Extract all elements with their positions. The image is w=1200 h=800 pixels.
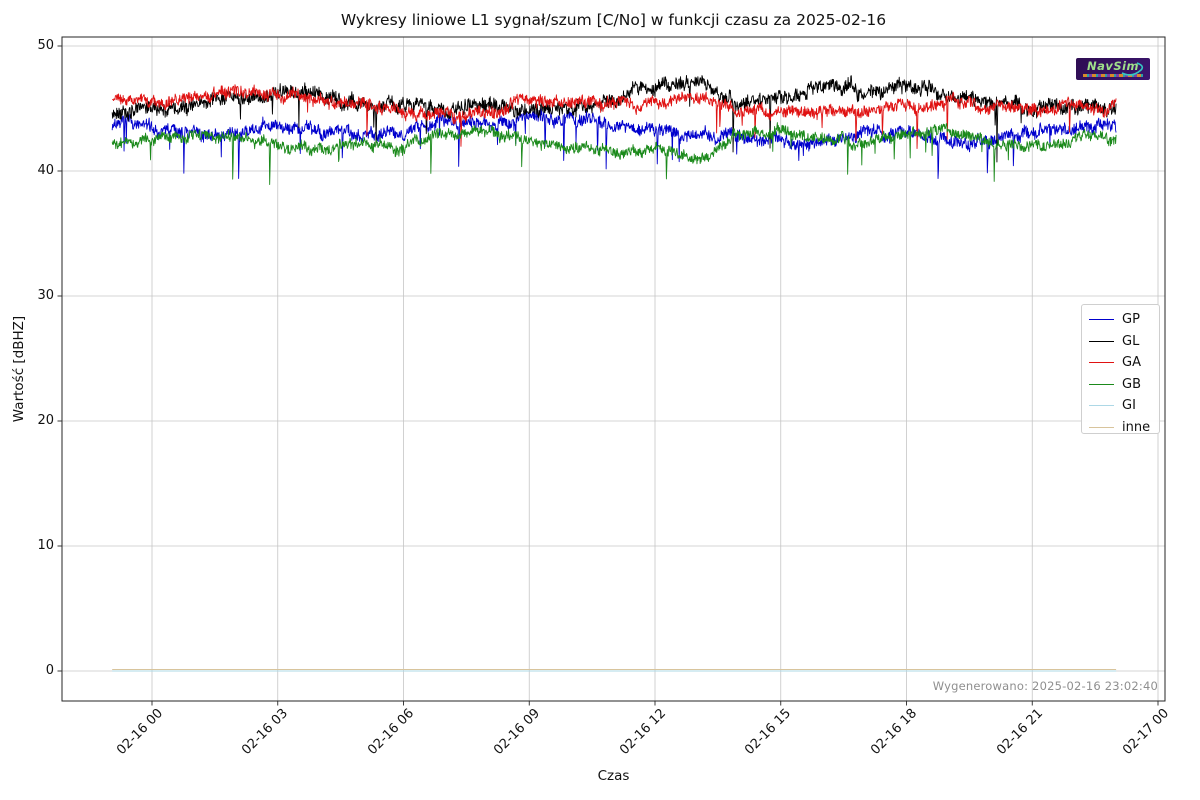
x-axis-label: Czas [597,768,630,784]
legend: GP GL GA GB GI inne [1081,304,1160,434]
legend-label: GA [1122,355,1141,371]
legend-line-swatch [1089,405,1114,407]
y-tick-label: 10 [37,538,54,553]
watermark-logo: NavSim [1076,58,1150,80]
y-tick-label: 50 [37,38,54,53]
legend-item-inne: inne [1089,417,1159,439]
legend-item-GA: GA [1089,352,1159,374]
y-tick-label: 0 [45,663,54,678]
legend-label: GL [1122,333,1140,349]
legend-label: GB [1122,376,1141,392]
watermark-tagline-strip [1083,74,1143,77]
legend-label: inne [1122,419,1151,435]
legend-line-swatch [1089,319,1114,321]
watermark-swoosh-icon [1121,62,1144,76]
legend-item-GL: GL [1089,331,1159,353]
y-tick-label: 20 [37,413,54,428]
watermark-brand-text: NavSim [1086,59,1140,73]
legend-line-swatch [1089,426,1114,428]
legend-line-swatch [1089,383,1114,385]
y-tick-label: 30 [37,288,54,303]
legend-label: GP [1122,312,1140,328]
y-axis-label: Wartość [dBHZ] [11,315,27,423]
legend-line-swatch [1089,340,1114,342]
generated-timestamp: Wygenerowano: 2025-02-16 23:02:40 [932,679,1158,693]
y-tick-label: 40 [37,163,54,178]
legend-line-swatch [1089,362,1114,364]
legend-label: GI [1122,398,1136,414]
legend-item-GB: GB [1089,374,1159,396]
chart-title: Wykresy liniowe L1 sygnał/szum [C/No] w … [340,11,887,29]
legend-item-GI: GI [1089,395,1159,417]
legend-item-GP: GP [1089,309,1159,331]
